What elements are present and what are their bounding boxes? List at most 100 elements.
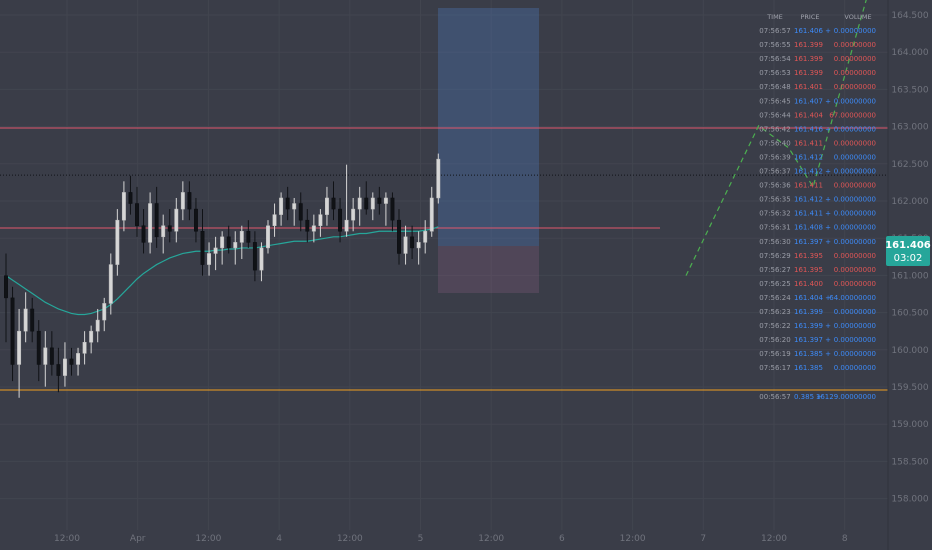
time-axis[interactable]: 12:00 Apr 12:00 4 12:00 5 12:00 6 12:00 7 12:00 8 [54, 534, 848, 544]
tas-price: 161.411 [794, 182, 823, 190]
horizontal-lines [0, 127, 888, 391]
candle-body [23, 308, 28, 332]
tas-volume: 0.00000000 [834, 41, 876, 49]
tas-price: 161.395 [794, 252, 823, 260]
candle-body [102, 303, 107, 321]
tas-volume: 0.00000000 [834, 350, 876, 358]
candle-body [305, 219, 310, 232]
tas-row: 07:56:30 161.397 +0.00000000 [759, 238, 876, 246]
tas-time: 07:56:31 [759, 224, 790, 232]
tas-time: 07:56:35 [759, 196, 790, 204]
candle-body [30, 308, 35, 332]
x-tick-label: 6 [559, 534, 565, 544]
tas-time: 07:56:48 [759, 83, 790, 91]
candle-body [423, 231, 428, 243]
tas-time: 07:56:19 [759, 350, 790, 358]
candle-body [49, 347, 54, 365]
tas-row: 07:56:23 161.399 0.00000000 [759, 308, 876, 316]
y-tick-label: 163.000 [891, 123, 928, 133]
y-tick-label: 159.500 [891, 383, 928, 393]
tas-time: 07:56:25 [759, 280, 790, 288]
tas-row: 07:56:22 161.399 +0.00000000 [759, 322, 876, 330]
x-tick-label: 4 [276, 534, 282, 544]
candle-body [266, 225, 270, 249]
tas-time: 07:56:44 [759, 111, 791, 119]
tas-price: 161.412 [794, 153, 823, 161]
tas-row: 07:56:31 161.408 +0.00000000 [759, 224, 876, 232]
tas-volume: 0.00000000 [834, 182, 876, 190]
tas-volume: 0.00000000 [834, 27, 876, 35]
candle-body [148, 203, 153, 243]
tas-row: 07:56:53 161.399 0.00000000 [759, 69, 876, 77]
tas-volume: 0.00000000 [834, 364, 876, 372]
tas-volume: 0.00000000 [834, 308, 876, 316]
candle-body [167, 225, 172, 232]
candle-body [233, 242, 238, 249]
candle-body [63, 358, 67, 376]
y-tick-label: 158.000 [891, 495, 928, 505]
tas-time: 07:56:22 [759, 322, 790, 330]
tas-summary-time: 00:56:57 [759, 393, 790, 401]
candle-body [226, 236, 231, 249]
candle-body [370, 197, 375, 210]
candle-body [141, 225, 146, 243]
tas-volume: 0.00000000 [834, 125, 876, 133]
candle-body [82, 342, 87, 354]
tas-row: 07:56:17 161.385 0.00000000 [759, 364, 876, 372]
tas-row: 07:56:36 161.411 0.00000000 [759, 182, 876, 190]
tas-time: 07:56:17 [759, 364, 790, 372]
price-badge: 161.406 03:02 [885, 236, 931, 266]
tas-price: 161.397 + [794, 336, 831, 344]
tas-header-price: PRICE [801, 13, 820, 21]
candle-body [272, 214, 277, 226]
tas-time: 07:56:32 [759, 210, 790, 218]
tas-row: 07:56:20 161.397 +0.00000000 [759, 336, 876, 344]
candle-body [344, 219, 349, 232]
candle-body [76, 353, 80, 365]
tas-volume: 0.00000000 [834, 210, 876, 218]
candle-body [161, 225, 166, 238]
tas-row: 07:56:54 161.399 0.00000000 [759, 55, 876, 63]
tas-volume: 0.00000000 [834, 97, 876, 105]
tas-volume: 0.00000000 [834, 252, 876, 260]
candle-body [397, 219, 401, 254]
tas-row: 07:56:32 161.411 +0.00000000 [759, 210, 876, 218]
tas-time: 07:56:30 [759, 238, 790, 246]
tas-time: 07:56:27 [759, 266, 790, 274]
tas-volume: 64.00000000 [829, 294, 876, 302]
candle-body [154, 203, 159, 238]
tas-row: 07:56:42 161.416 +0.00000000 [759, 125, 876, 133]
candle-body [174, 208, 179, 232]
candle-body [220, 236, 225, 249]
tas-volume: 0.00000000 [834, 153, 876, 161]
tas-price: 161.404 [794, 111, 823, 119]
candle-body [207, 253, 212, 265]
tas-time: 07:56:53 [759, 69, 790, 77]
candle-body [89, 330, 94, 343]
tas-price: 161.399 [794, 69, 823, 77]
y-tick-label: 162.500 [891, 160, 928, 170]
candle-body [115, 219, 120, 265]
tas-price: 161.385 [794, 364, 823, 372]
tas-time: 07:56:57 [759, 27, 790, 35]
tas-price: 161.416 + [794, 125, 831, 133]
tas-time: 07:56:39 [759, 153, 790, 161]
tas-row: 07:56:19 161.385 +0.00000000 [759, 350, 876, 358]
tas-price: 161.401 [794, 83, 823, 91]
candle-body [69, 358, 74, 365]
tas-time: 07:56:55 [759, 41, 790, 49]
x-tick-label: 5 [418, 534, 424, 544]
tas-time: 07:56:29 [759, 252, 790, 260]
tas-volume: 0.00000000 [834, 266, 876, 274]
tas-price: 161.408 + [794, 224, 831, 232]
tas-time: 07:56:36 [759, 182, 791, 190]
tas-volume: 0.00000000 [834, 69, 876, 77]
tas-price: 161.399 [794, 55, 823, 63]
candle-body [259, 247, 264, 271]
tas-price: 161.404 + [794, 294, 831, 302]
tas-time: 07:56:23 [759, 308, 790, 316]
candle-body [279, 197, 284, 215]
y-tick-label: 161.000 [891, 271, 928, 281]
